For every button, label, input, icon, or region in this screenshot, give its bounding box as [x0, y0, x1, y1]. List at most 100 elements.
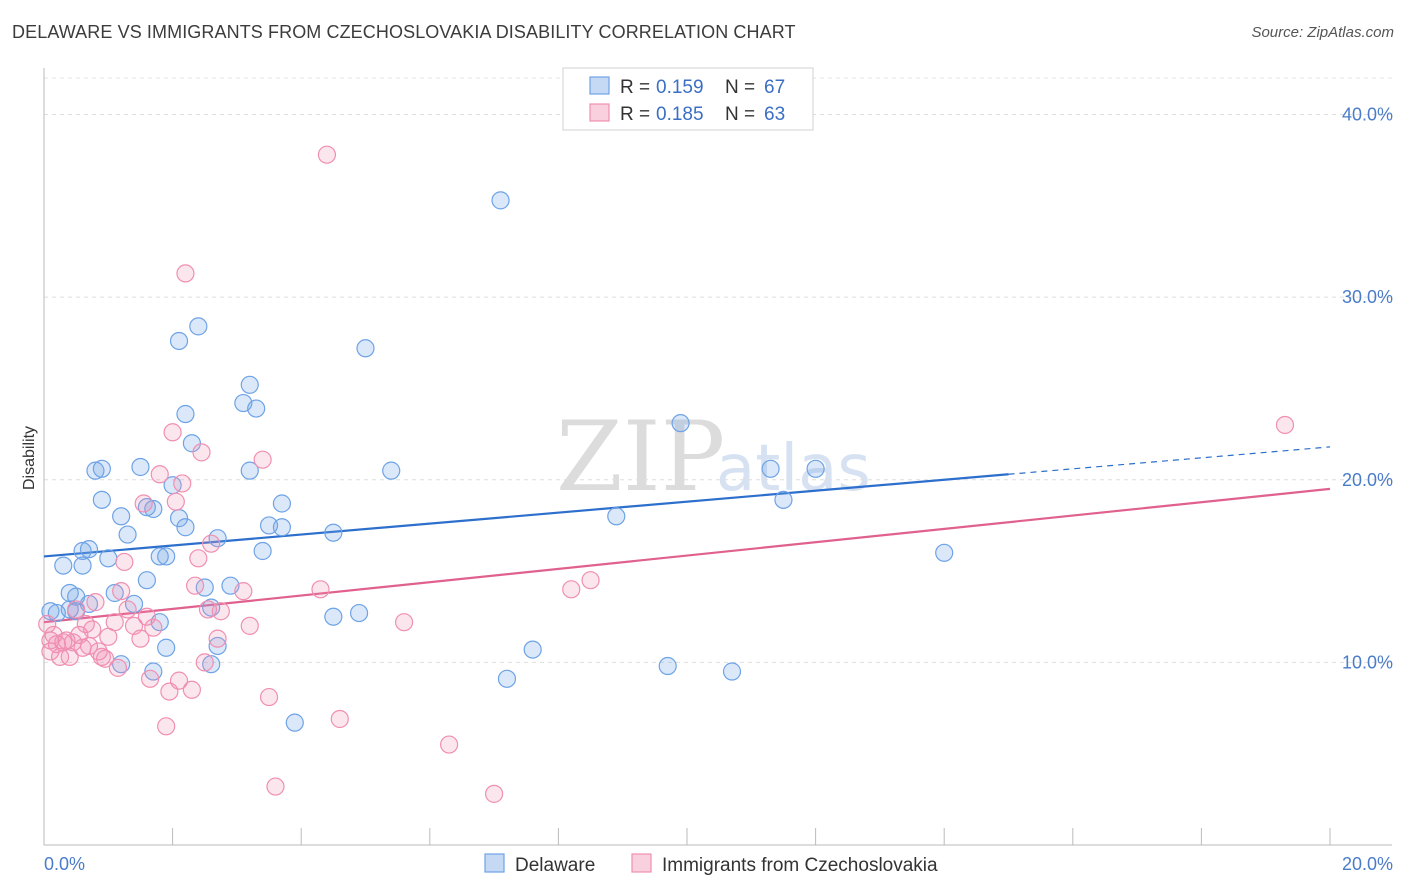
- point-series-0-56: [491, 191, 510, 210]
- point-series-0-11: [86, 461, 105, 480]
- y-axis-label: Disability: [21, 426, 38, 490]
- point-series-1-19: [95, 649, 115, 668]
- point-series-1-61: [581, 571, 600, 590]
- point-series-1-58: [439, 735, 459, 754]
- point-series-1-8: [60, 647, 79, 667]
- point-series-0-61: [671, 414, 690, 433]
- point-series-1-48: [211, 602, 230, 621]
- point-series-1-30: [140, 669, 160, 688]
- point-series-1-21: [105, 613, 124, 632]
- trend-line-series-0: [43, 473, 1009, 558]
- point-series-0-49: [272, 518, 292, 537]
- point-series-1-25: [118, 600, 137, 619]
- point-series-1-47: [208, 629, 227, 648]
- point-series-0-60: [658, 656, 677, 676]
- legend-r-label-2: R =: [620, 104, 650, 125]
- point-series-0-32: [176, 518, 195, 537]
- point-series-1-35: [163, 423, 182, 442]
- y-tick-label-40: 40.0%: [1342, 105, 1393, 125]
- point-series-0-48: [272, 494, 292, 513]
- point-series-0-35: [189, 317, 208, 336]
- point-series-0-62: [722, 662, 742, 681]
- bottom-legend-swatch-delaware: [484, 853, 505, 873]
- point-series-1-29: [137, 607, 156, 626]
- point-series-1-10: [67, 600, 86, 619]
- watermark-zip: ZIP: [556, 401, 725, 513]
- axes: [43, 68, 1392, 846]
- point-series-1-39: [176, 264, 195, 283]
- point-series-0-39: [208, 636, 227, 656]
- x-tick-label-max: 20.0%: [1342, 854, 1393, 874]
- point-series-1-43: [192, 443, 211, 462]
- point-series-0-53: [349, 603, 369, 623]
- point-series-0-22: [137, 571, 156, 590]
- stats-legend: R = 0.159 N = 67 R = 0.185 N = 63: [562, 67, 814, 131]
- point-series-0-51: [324, 523, 343, 542]
- point-series-1-59: [485, 784, 504, 803]
- point-series-0-45: [247, 399, 266, 418]
- trend-lines: [43, 446, 1331, 624]
- point-series-1-33: [157, 717, 176, 736]
- point-series-1-32: [150, 465, 169, 484]
- point-series-0-23: [144, 499, 163, 519]
- trend-extension-series-0: [1008, 446, 1331, 475]
- point-series-1-55: [330, 709, 349, 729]
- x-tick-label-min: 0.0%: [44, 854, 85, 874]
- grid-lines: [44, 77, 1392, 663]
- legend-n-label-1: N =: [725, 77, 755, 98]
- point-series-0-20: [131, 457, 150, 477]
- point-series-0-2: [54, 556, 73, 575]
- data-points: [38, 145, 1295, 803]
- point-series-1-57: [394, 613, 414, 632]
- point-series-0-18: [118, 525, 137, 544]
- point-series-0-15: [105, 583, 124, 603]
- legend-swatch-czechoslovakia: [589, 103, 610, 122]
- point-series-0-7: [73, 541, 92, 561]
- y-tick-label-20: 20.0%: [1342, 470, 1393, 490]
- point-series-0-38: [202, 598, 221, 617]
- point-series-1-28: [134, 494, 153, 513]
- point-series-1-49: [234, 582, 253, 601]
- point-series-1-50: [240, 616, 259, 635]
- point-series-0-58: [523, 640, 542, 659]
- point-series-1-42: [189, 549, 208, 568]
- point-series-1-31: [144, 618, 163, 637]
- point-series-1-46: [202, 534, 221, 553]
- y-tick-label-10: 10.0%: [1342, 652, 1393, 672]
- watermark-atlas: atlas: [716, 432, 871, 506]
- point-series-1-52: [259, 687, 279, 707]
- point-series-0-55: [382, 461, 401, 480]
- bottom-legend-swatch-czechoslovakia: [631, 853, 652, 873]
- point-series-0-50: [285, 713, 304, 732]
- point-series-1-53: [266, 777, 285, 796]
- point-series-0-43: [240, 375, 259, 394]
- legend-r-label-1: R =: [620, 77, 650, 98]
- point-series-1-23: [112, 582, 131, 601]
- point-series-0-17: [112, 507, 131, 526]
- point-series-0-57: [497, 669, 517, 688]
- tick-labels: 10.0% 20.0% 30.0% 40.0% 0.0% 20.0%: [44, 105, 1393, 874]
- trend-line-series-1: [43, 487, 1331, 624]
- point-series-0-66: [935, 543, 954, 562]
- point-series-0-31: [169, 331, 189, 351]
- point-series-0-27: [157, 638, 176, 657]
- point-series-0-33: [176, 404, 195, 424]
- legend-n-value-2: 63: [764, 104, 785, 125]
- point-series-0-28: [157, 547, 176, 566]
- point-series-1-56: [317, 145, 337, 164]
- point-series-0-13: [92, 490, 111, 509]
- point-series-0-9: [79, 540, 99, 559]
- point-series-1-18: [92, 647, 111, 667]
- point-series-1-5: [50, 647, 70, 667]
- point-series-0-54: [356, 339, 375, 358]
- point-series-0-52: [324, 607, 343, 626]
- point-series-0-12: [92, 459, 111, 478]
- point-series-1-60: [562, 580, 581, 599]
- point-series-1-17: [89, 642, 108, 661]
- point-series-0-63: [761, 459, 780, 478]
- point-series-0-8: [73, 556, 92, 575]
- source-label: Source: ZipAtlas.com: [1251, 24, 1394, 41]
- point-series-0-59: [607, 507, 626, 526]
- point-series-1-38: [173, 474, 192, 493]
